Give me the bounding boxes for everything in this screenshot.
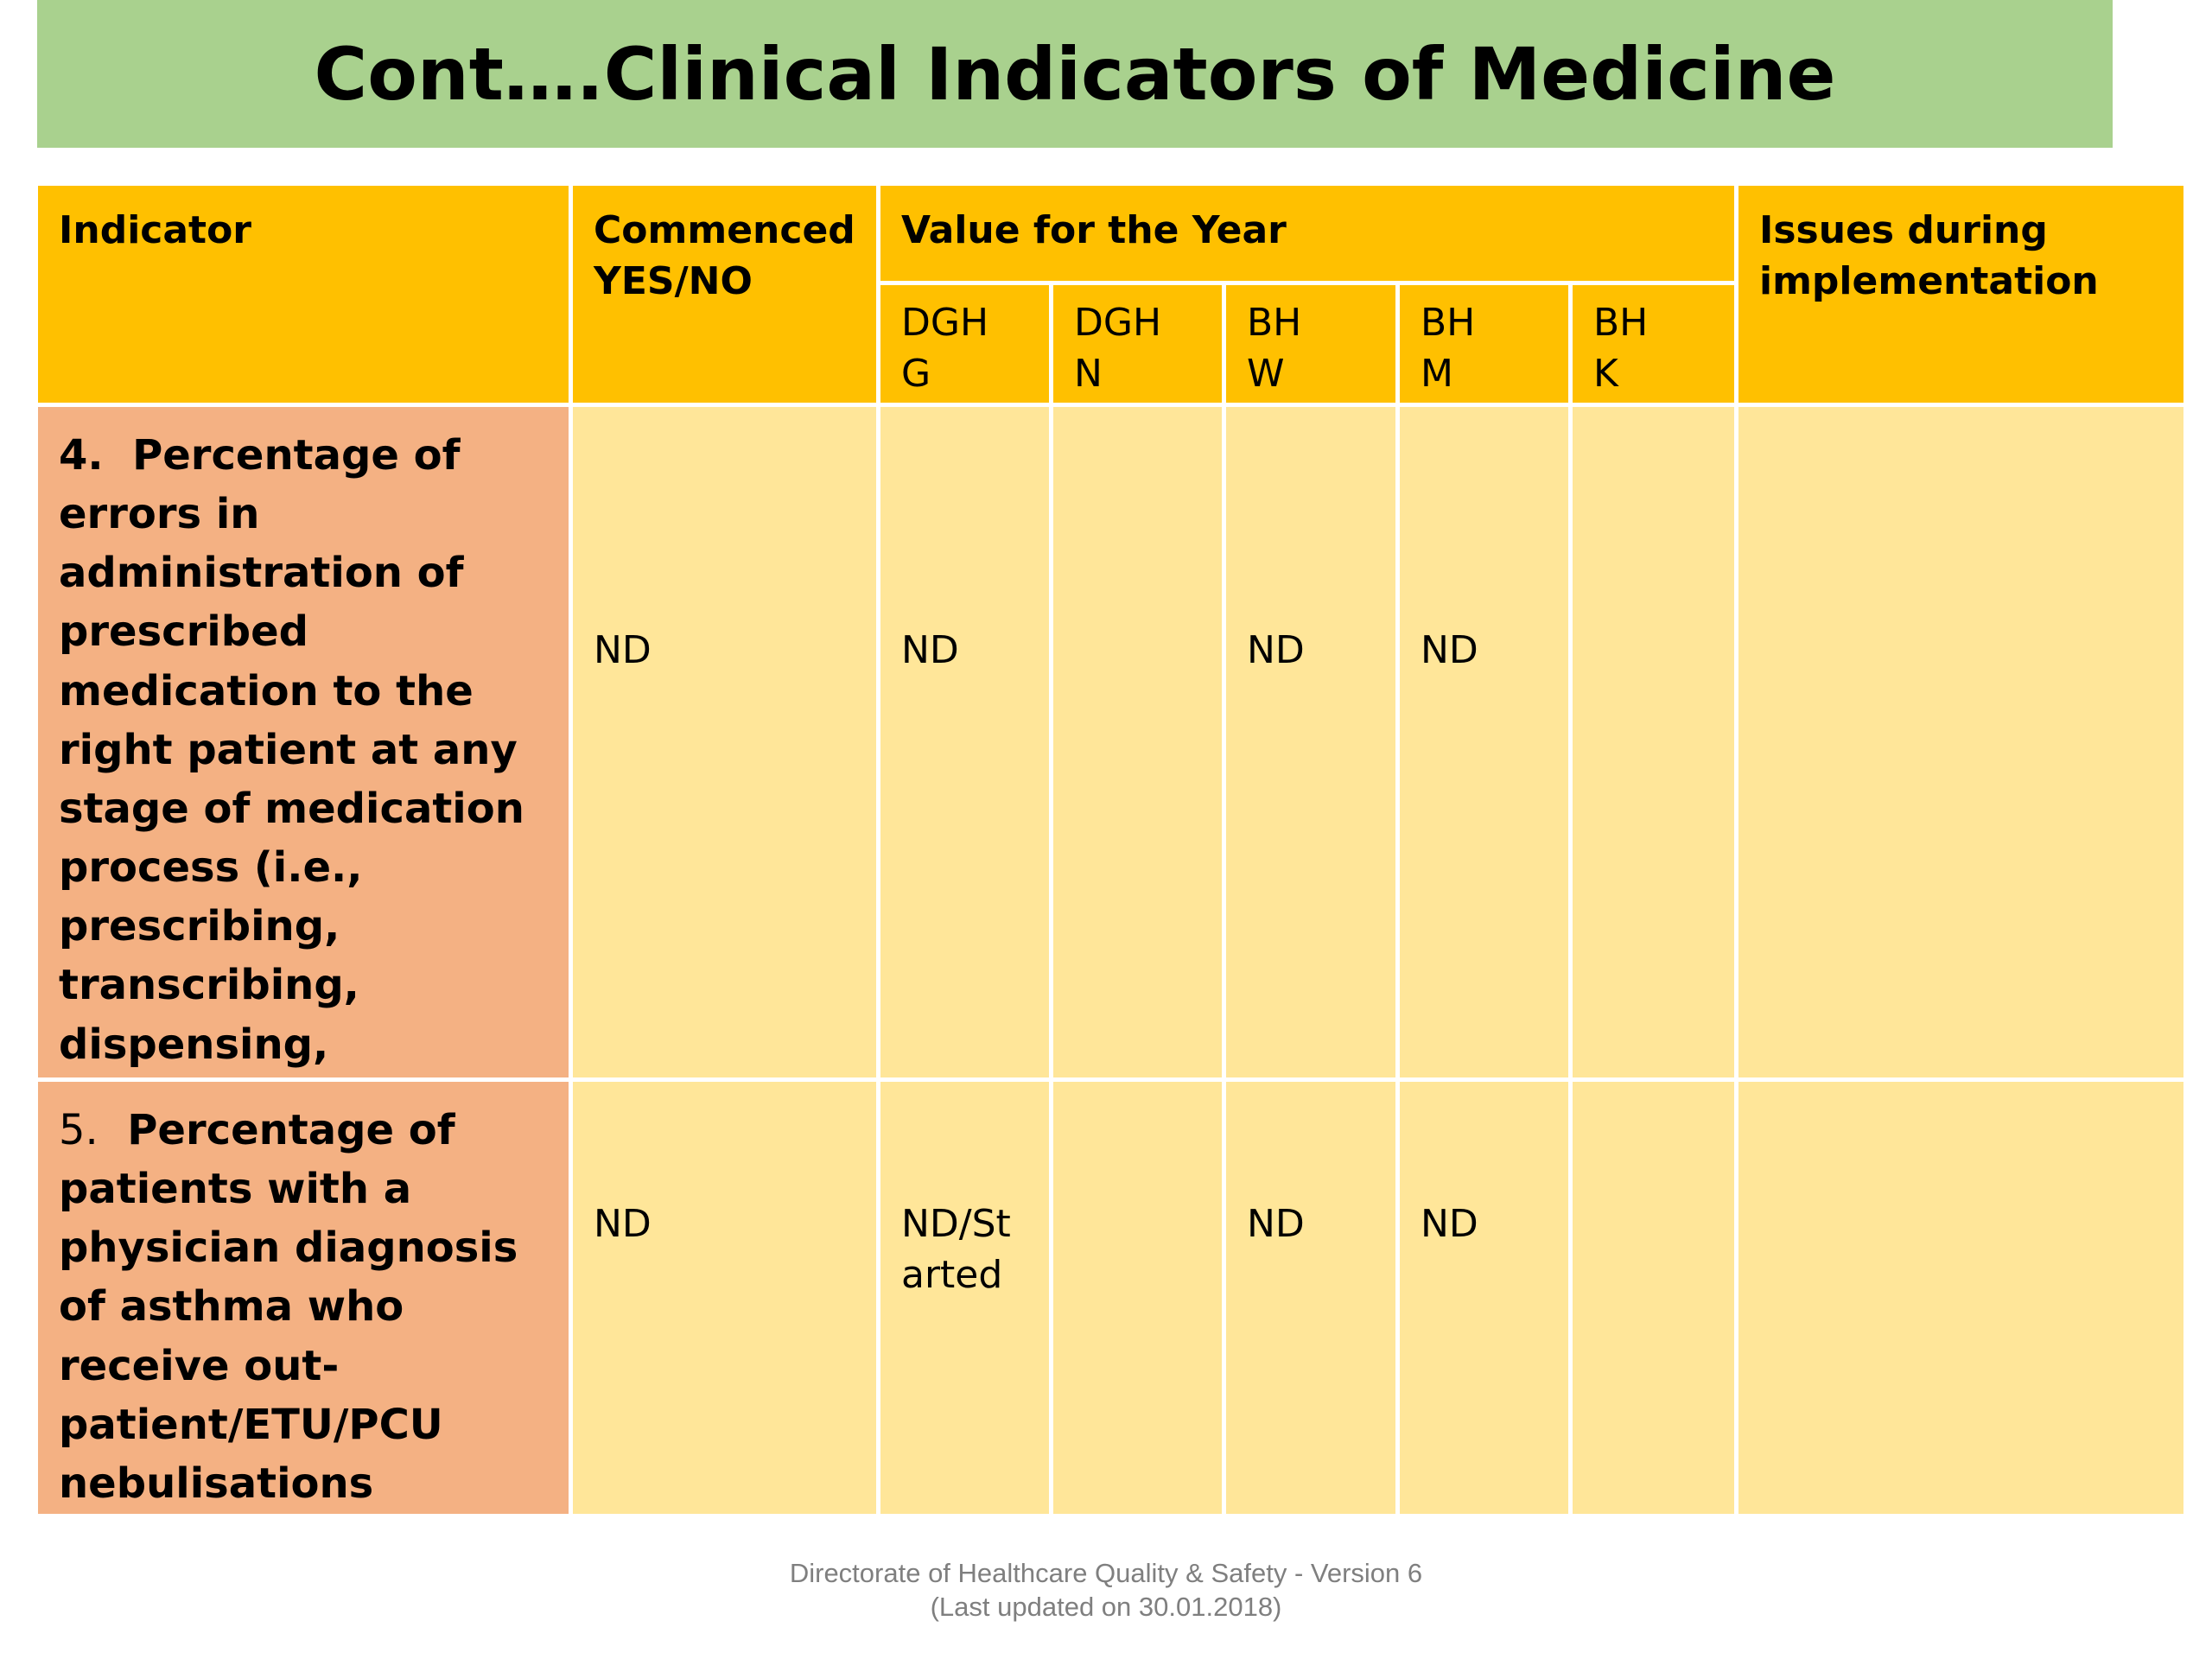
value-cell: ND [1226,1082,1395,1514]
row-number: 4. [59,431,104,480]
value-cell [1573,407,1734,1077]
sub-header-cell: BH M [1400,285,1568,403]
value-cell [1053,407,1222,1077]
indicator-cell: 4. Percentage of errors in administratio… [38,407,569,1186]
title: Cont….Clinical Indicators of Medicine [37,0,2113,148]
header-cell: Indicator [38,186,569,403]
issues-cell [1738,1082,2183,1514]
indicator-text: Percentage of patients with a physician … [59,1106,518,1508]
value-cell: ND [880,407,1049,1077]
issues-cell [1738,407,2183,1077]
footer-line: Directorate of Healthcare Quality & Safe… [789,1558,1423,1588]
row-number: 5. [59,1106,99,1154]
value-cell: ND/Started [880,1082,1049,1514]
value-cell: ND [573,407,876,1077]
indicator-cell: 5. Percentage of patients with a physici… [38,1082,569,1514]
sub-header-cell: BH K [1573,285,1734,403]
sub-header-cell: DGH N [1053,285,1222,403]
sub-header-cell: BH W [1226,285,1395,403]
sub-header-cell: DGH G [880,285,1049,403]
value-cell: ND [573,1082,876,1514]
header-cell: Commenced YES/NO [573,186,876,403]
footer-line: (Last updated on 30.01.2018) [930,1592,1282,1622]
value-cell [1053,1082,1222,1514]
header-cell: Value for the Year [880,186,1734,281]
value-cell: ND [1400,407,1568,1077]
value-cell [1573,1082,1734,1514]
value-cell: ND [1400,1082,1568,1514]
header-cell: Issues during implementation [1738,186,2183,403]
value-cell: ND [1226,407,1395,1077]
indicator-text: Percentage of errors in administration o… [59,431,524,1186]
